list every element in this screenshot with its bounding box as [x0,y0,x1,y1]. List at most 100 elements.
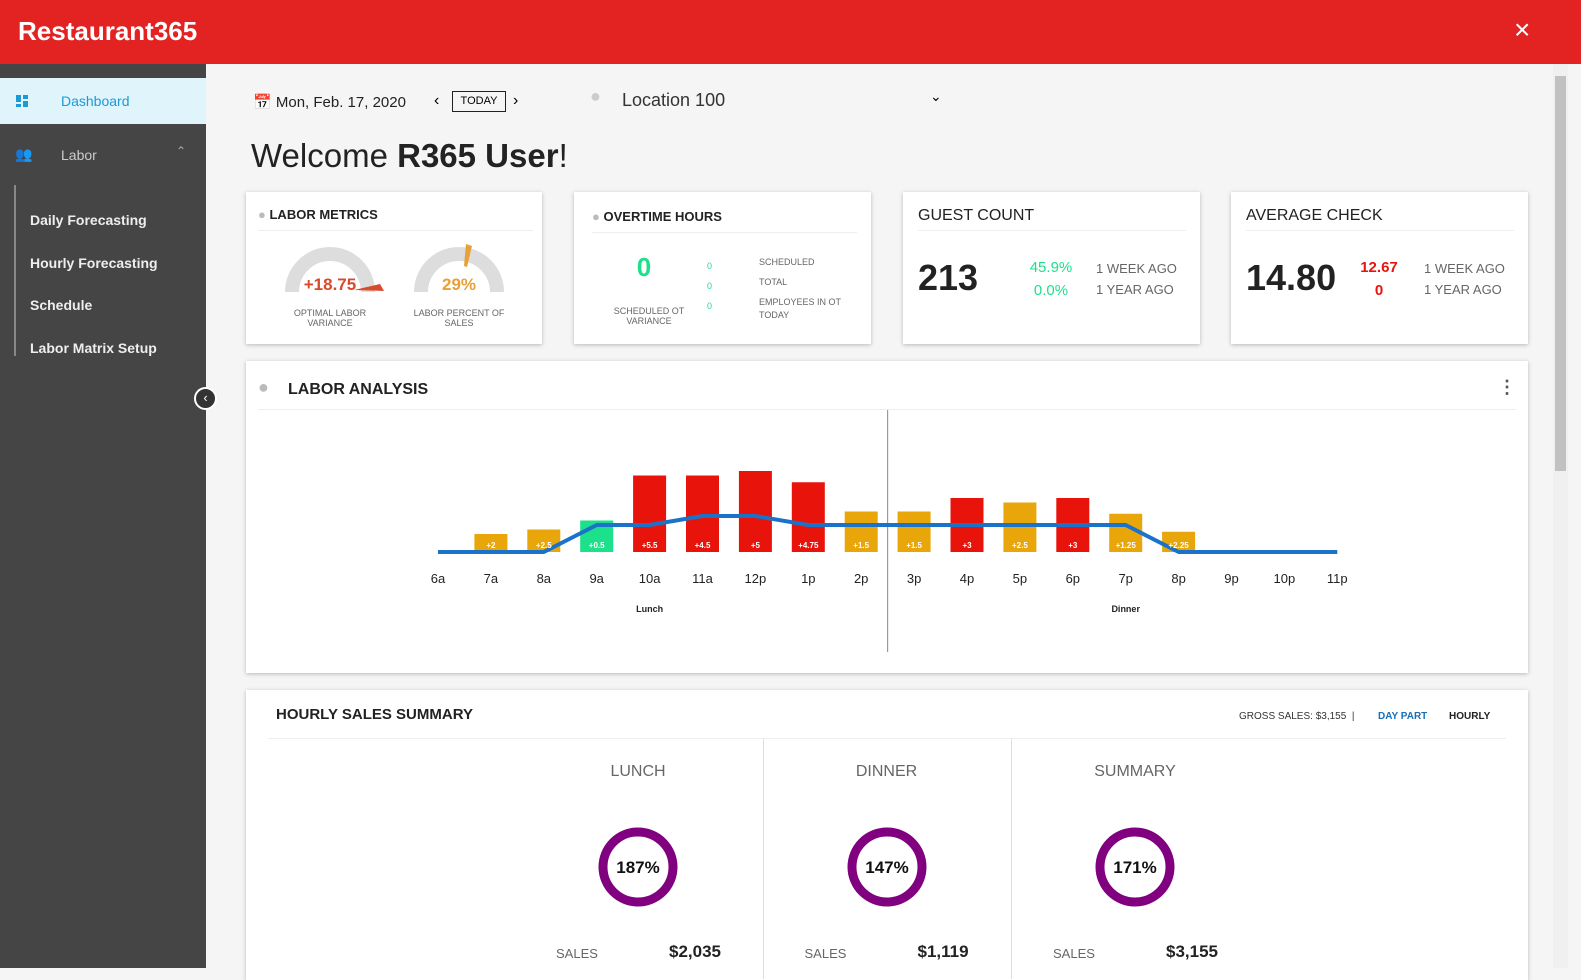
variance-label: +3 [962,541,972,550]
gauge-pointer [354,284,384,291]
labor-metrics-card: ● LABOR METRICS +18.75 29% OPTIMAL LABOR… [246,192,542,344]
row-label: SCHEDULED [759,257,815,267]
location-dropdown[interactable]: ⌄ [930,88,942,104]
icon: 👥 [15,146,33,162]
card-title: GUEST COUNT [918,207,1035,224]
x-tick-label: 8p [1171,571,1185,586]
bar [897,511,931,552]
gauge-pointer [464,244,472,267]
x-tick-label: 1p [801,571,815,586]
next-day[interactable]: › [513,92,519,109]
divider [918,230,1186,231]
forecast-line [438,514,1338,554]
date-picker[interactable]: 📅 Mon, Feb. 17, 2020 [253,94,406,111]
divider [268,738,1506,739]
card-title: AVERAGE CHECK [1246,207,1383,224]
x-tick-label: 10a [639,571,661,586]
bar [1109,513,1143,552]
compare-value: 0.0% [1033,282,1069,299]
collapse-button[interactable]: ‹ [194,387,217,410]
period-label: Dinner [1111,604,1140,614]
welcome-prefix: Welcome [251,137,388,174]
nav-subitem[interactable]: Schedule [30,297,93,314]
card-title: ● LABOR METRICS [258,207,378,222]
row-value: 0 [707,281,713,291]
column-title: LUNCH [610,763,666,780]
average-check-card: AVERAGE CHECK 14.80 12.67 0 1 WEEK AGO 1 Y… [1231,192,1528,344]
close-button[interactable]: × [1514,14,1531,45]
row-value: 0 [707,301,713,311]
header: Restaurant365 × [0,0,1581,64]
subnav: Daily Forecasting Hourly Forecasting Sch… [30,199,158,370]
x-tick-label: 10p [1274,571,1296,586]
row-label: EMPLOYEES IN OT TODAY [759,297,841,320]
nav-subitem[interactable]: Hourly Forecasting [30,254,158,271]
gauges [285,244,504,293]
sales-summary-card: HOURLY SALES SUMMARY GROSS SALES: $3,155… [246,690,1528,980]
variance-label: +2 [486,541,496,550]
nav-subitem[interactable]: Labor Matrix Setup [30,340,157,357]
scroll-thumb[interactable] [1555,76,1566,471]
divider [763,739,764,979]
sales-label: SALES [804,946,847,961]
brand: Restaurant365 [18,16,198,46]
divider [592,232,857,233]
x-tick-label: 12p [745,571,767,586]
variance-label: +4.75 [798,541,819,550]
bar [738,471,772,552]
nav-labor[interactable]: 👥 Labor ⌃ [0,134,206,174]
x-tick-label: 11a [692,571,713,586]
welcome-suffix: ! [558,137,568,174]
icon: ● [258,377,269,397]
compare-label: 1 WEEK AGO [1096,261,1177,276]
chevron: ⌃ [176,144,187,158]
gauge-label: OPTIMAL LABOR VARIANCE [293,308,367,328]
menu-button[interactable]: ⋮ [1498,377,1516,397]
welcome-user: R365 User [397,137,559,174]
donut-ring [1095,827,1175,907]
sales-value: $1,119 [917,942,969,961]
tab[interactable]: HOURLY [1449,711,1491,722]
x-tick-label: 7a [484,571,499,586]
compare-label: 1 YEAR AGO [1096,282,1174,297]
donut: 171% [1095,827,1175,907]
variance-label: +1.5 [906,541,922,550]
variance-label: +2.25 [1168,541,1189,550]
card-title: ● OVERTIME HOURS [592,209,722,224]
card-title: HOURLY SALES SUMMARY [276,706,473,723]
column-title: SUMMARY [1094,763,1176,780]
chart-title: LABOR ANALYSIS [288,381,429,398]
divider [258,230,533,231]
x-tick-label: 2p [854,571,868,586]
nav-subitem[interactable]: Daily Forecasting [30,212,147,228]
column-title: DINNER [855,763,918,780]
nav-label: Labor [61,147,97,163]
sales-value: $3,155 [1166,942,1218,961]
x-tick-label: 5p [1013,571,1027,586]
kpi-compare: 12.67 0 [1349,256,1409,302]
title-text: LABOR METRICS [269,207,378,222]
gauge-track [285,247,375,293]
x-tick-label: 9p [1224,571,1238,586]
tab[interactable]: DAY PART [1378,711,1428,722]
nav-dashboard[interactable]: Dashboard [0,78,206,124]
welcome: Welcome R365 User! [251,137,568,175]
bar [633,475,667,552]
prev-day[interactable]: ‹ [434,92,440,109]
sales-value: $2,035 [669,942,721,961]
gauge-label: LABOR PERCENT OF SALES [413,308,505,328]
today-button[interactable]: TODAY [452,91,506,112]
x-tick-label: 6a [431,571,446,586]
x-tick-label: 4p [960,571,974,586]
compare-label: 1 WEEK AGO [1424,261,1505,276]
guest-count-card: GUEST COUNT 213 45.9% 0.0% 1 WEEK AGO 1 YE… [903,192,1200,344]
nav-label: Dashboard [61,93,130,109]
sidebar: Dashboard 👥 Labor ⌃ Daily Forecasting Ho… [0,64,217,968]
sales-label: SALES [556,946,598,961]
location[interactable]: Location 100 [622,90,726,110]
bar [844,511,878,552]
x-tick-label: 8a [537,571,552,586]
divider [258,409,1516,410]
variance-label: +5.5 [642,541,658,550]
donut: 187% [598,827,678,907]
